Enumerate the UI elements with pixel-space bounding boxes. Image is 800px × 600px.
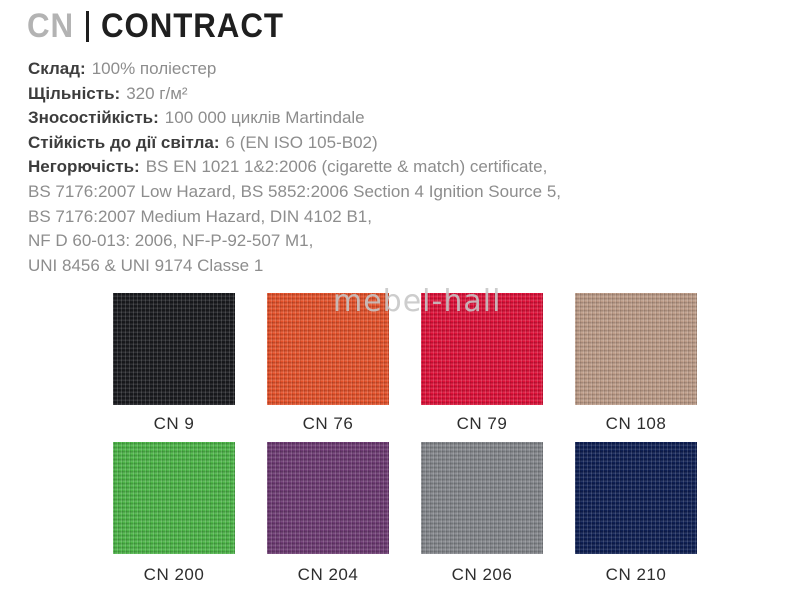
swatch-code: CN 210 (605, 565, 667, 584)
swatch-cell: CN 204 (267, 442, 389, 585)
fabric-swatch (267, 442, 389, 554)
swatch-code: CN 108 (605, 414, 667, 433)
swatch-code: CN 200 (143, 565, 205, 584)
spec-line-flammability: Негорючість: BS EN 1021 1&2:2006 (cigaret… (28, 155, 668, 180)
spec-line-flammability-cont: BS 7176:2007 Low Hazard, BS 5852:2006 Se… (28, 180, 668, 205)
fabric-swatch (421, 293, 543, 405)
fabric-swatch (267, 293, 389, 405)
spec-label: Стійкість до дії світла: (28, 132, 220, 152)
fabric-swatch (575, 293, 697, 405)
spec-value: NF D 60-013: 2006, NF-P-92-507 M1, (28, 231, 314, 251)
page-header: CN CONTRACT (27, 6, 300, 46)
spec-line-flammability-cont: NF D 60-013: 2006, NF-P-92-507 M1, (28, 229, 668, 254)
spec-label: Негорючість: (28, 157, 140, 177)
collection-code: CN (27, 6, 75, 45)
fabric-swatch (575, 442, 697, 554)
fabric-swatch (113, 293, 235, 405)
collection-name: CONTRACT (101, 6, 284, 45)
spec-line-composition: Склад: 100% поліестер (28, 57, 668, 82)
spec-value: 100 000 циклів Martindale (164, 108, 365, 128)
swatch-cell: CN 76 (267, 293, 389, 434)
spec-value: BS 7176:2007 Medium Hazard, DIN 4102 B1, (28, 206, 372, 226)
spec-line-flammability-cont: UNI 8456 & UNI 9174 Classe 1 (28, 254, 668, 279)
header-divider (86, 10, 90, 42)
swatch-cell: CN 9 (113, 293, 235, 434)
swatch-code: CN 206 (451, 565, 513, 584)
spec-line-lightfastness: Стійкість до дії світла: 6 (EN ISO 105-B0… (28, 131, 668, 156)
swatch-row-2: CN 200 CN 204 CN 206 CN 210 (113, 442, 697, 585)
spec-value: UNI 8456 & UNI 9174 Classe 1 (28, 255, 264, 275)
swatch-code: CN 204 (297, 565, 359, 584)
swatch-cell: CN 210 (575, 442, 697, 585)
spec-label: Щільність: (28, 83, 121, 103)
swatch-code: CN 79 (456, 414, 508, 433)
spec-value: BS EN 1021 1&2:2006 (cigarette & match) … (145, 157, 548, 177)
swatch-cell: CN 206 (421, 442, 543, 585)
spec-value: BS 7176:2007 Low Hazard, BS 5852:2006 Se… (28, 181, 562, 201)
spec-line-flammability-cont: BS 7176:2007 Medium Hazard, DIN 4102 B1, (28, 205, 668, 230)
swatch-cell: CN 200 (113, 442, 235, 585)
swatch-cell: CN 108 (575, 293, 697, 434)
swatch-code: CN 9 (153, 414, 195, 433)
spec-list: Склад: 100% поліестер Щільність: 320 г/м² … (28, 57, 668, 278)
spec-value: 6 (EN ISO 105-B02) (225, 132, 378, 152)
fabric-swatch (113, 442, 235, 554)
fabric-swatch (421, 442, 543, 554)
spec-label: Склад: (28, 59, 86, 78)
spec-value: 320 г/м² (126, 83, 188, 103)
spec-line-abrasion: Зносостійкість: 100 000 циклів Martindale (28, 106, 668, 131)
swatch-code: CN 76 (302, 414, 354, 433)
swatch-row-1: CN 9 CN 76 CN 79 CN 108 (113, 293, 697, 434)
swatch-grid: CN 9 CN 76 CN 79 CN 108 CN 200 CN 204 CN… (113, 293, 697, 585)
swatch-cell: CN 79 (421, 293, 543, 434)
spec-label: Зносостійкість: (28, 108, 159, 128)
spec-line-density: Щільність: 320 г/м² (28, 82, 668, 107)
spec-value: 100% поліестер (91, 59, 217, 78)
